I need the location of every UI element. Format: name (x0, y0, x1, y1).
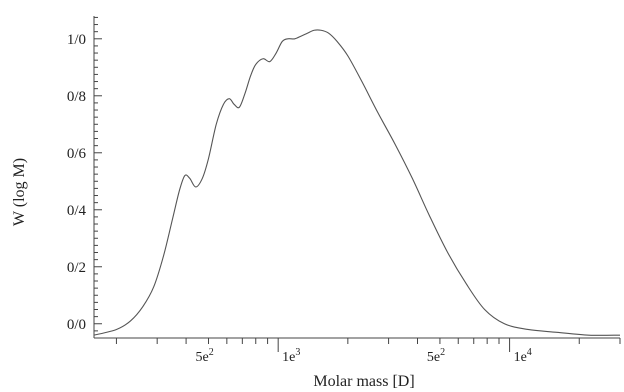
y-axis-title: W (log M) (11, 158, 28, 226)
plot-area (93, 29, 621, 336)
x-tick-label: 1e4 (514, 347, 532, 365)
y-tick-label: 0/8 (67, 89, 86, 105)
y-tick-label: 1/0 (67, 32, 86, 48)
x-axis-title: Molar mass [D] (313, 373, 414, 390)
y-ticks: 0/0 0/2 0/4 0/6 0/8 1/0 (67, 16, 102, 339)
x-tick-label: 5e2 (427, 347, 445, 365)
y-tick-label: 0/4 (67, 203, 87, 219)
axes (93, 16, 620, 339)
x-ticks: 5e2 1e3 5e2 1e4 (115, 338, 621, 365)
y-tick-label: 0/0 (67, 317, 86, 333)
series-line (93, 29, 621, 336)
y-tick-label: 0/6 (67, 146, 87, 162)
y-tick-label: 0/2 (67, 260, 86, 276)
x-tick-label: 5e2 (196, 347, 214, 365)
x-tick-label: 1e3 (282, 347, 300, 365)
